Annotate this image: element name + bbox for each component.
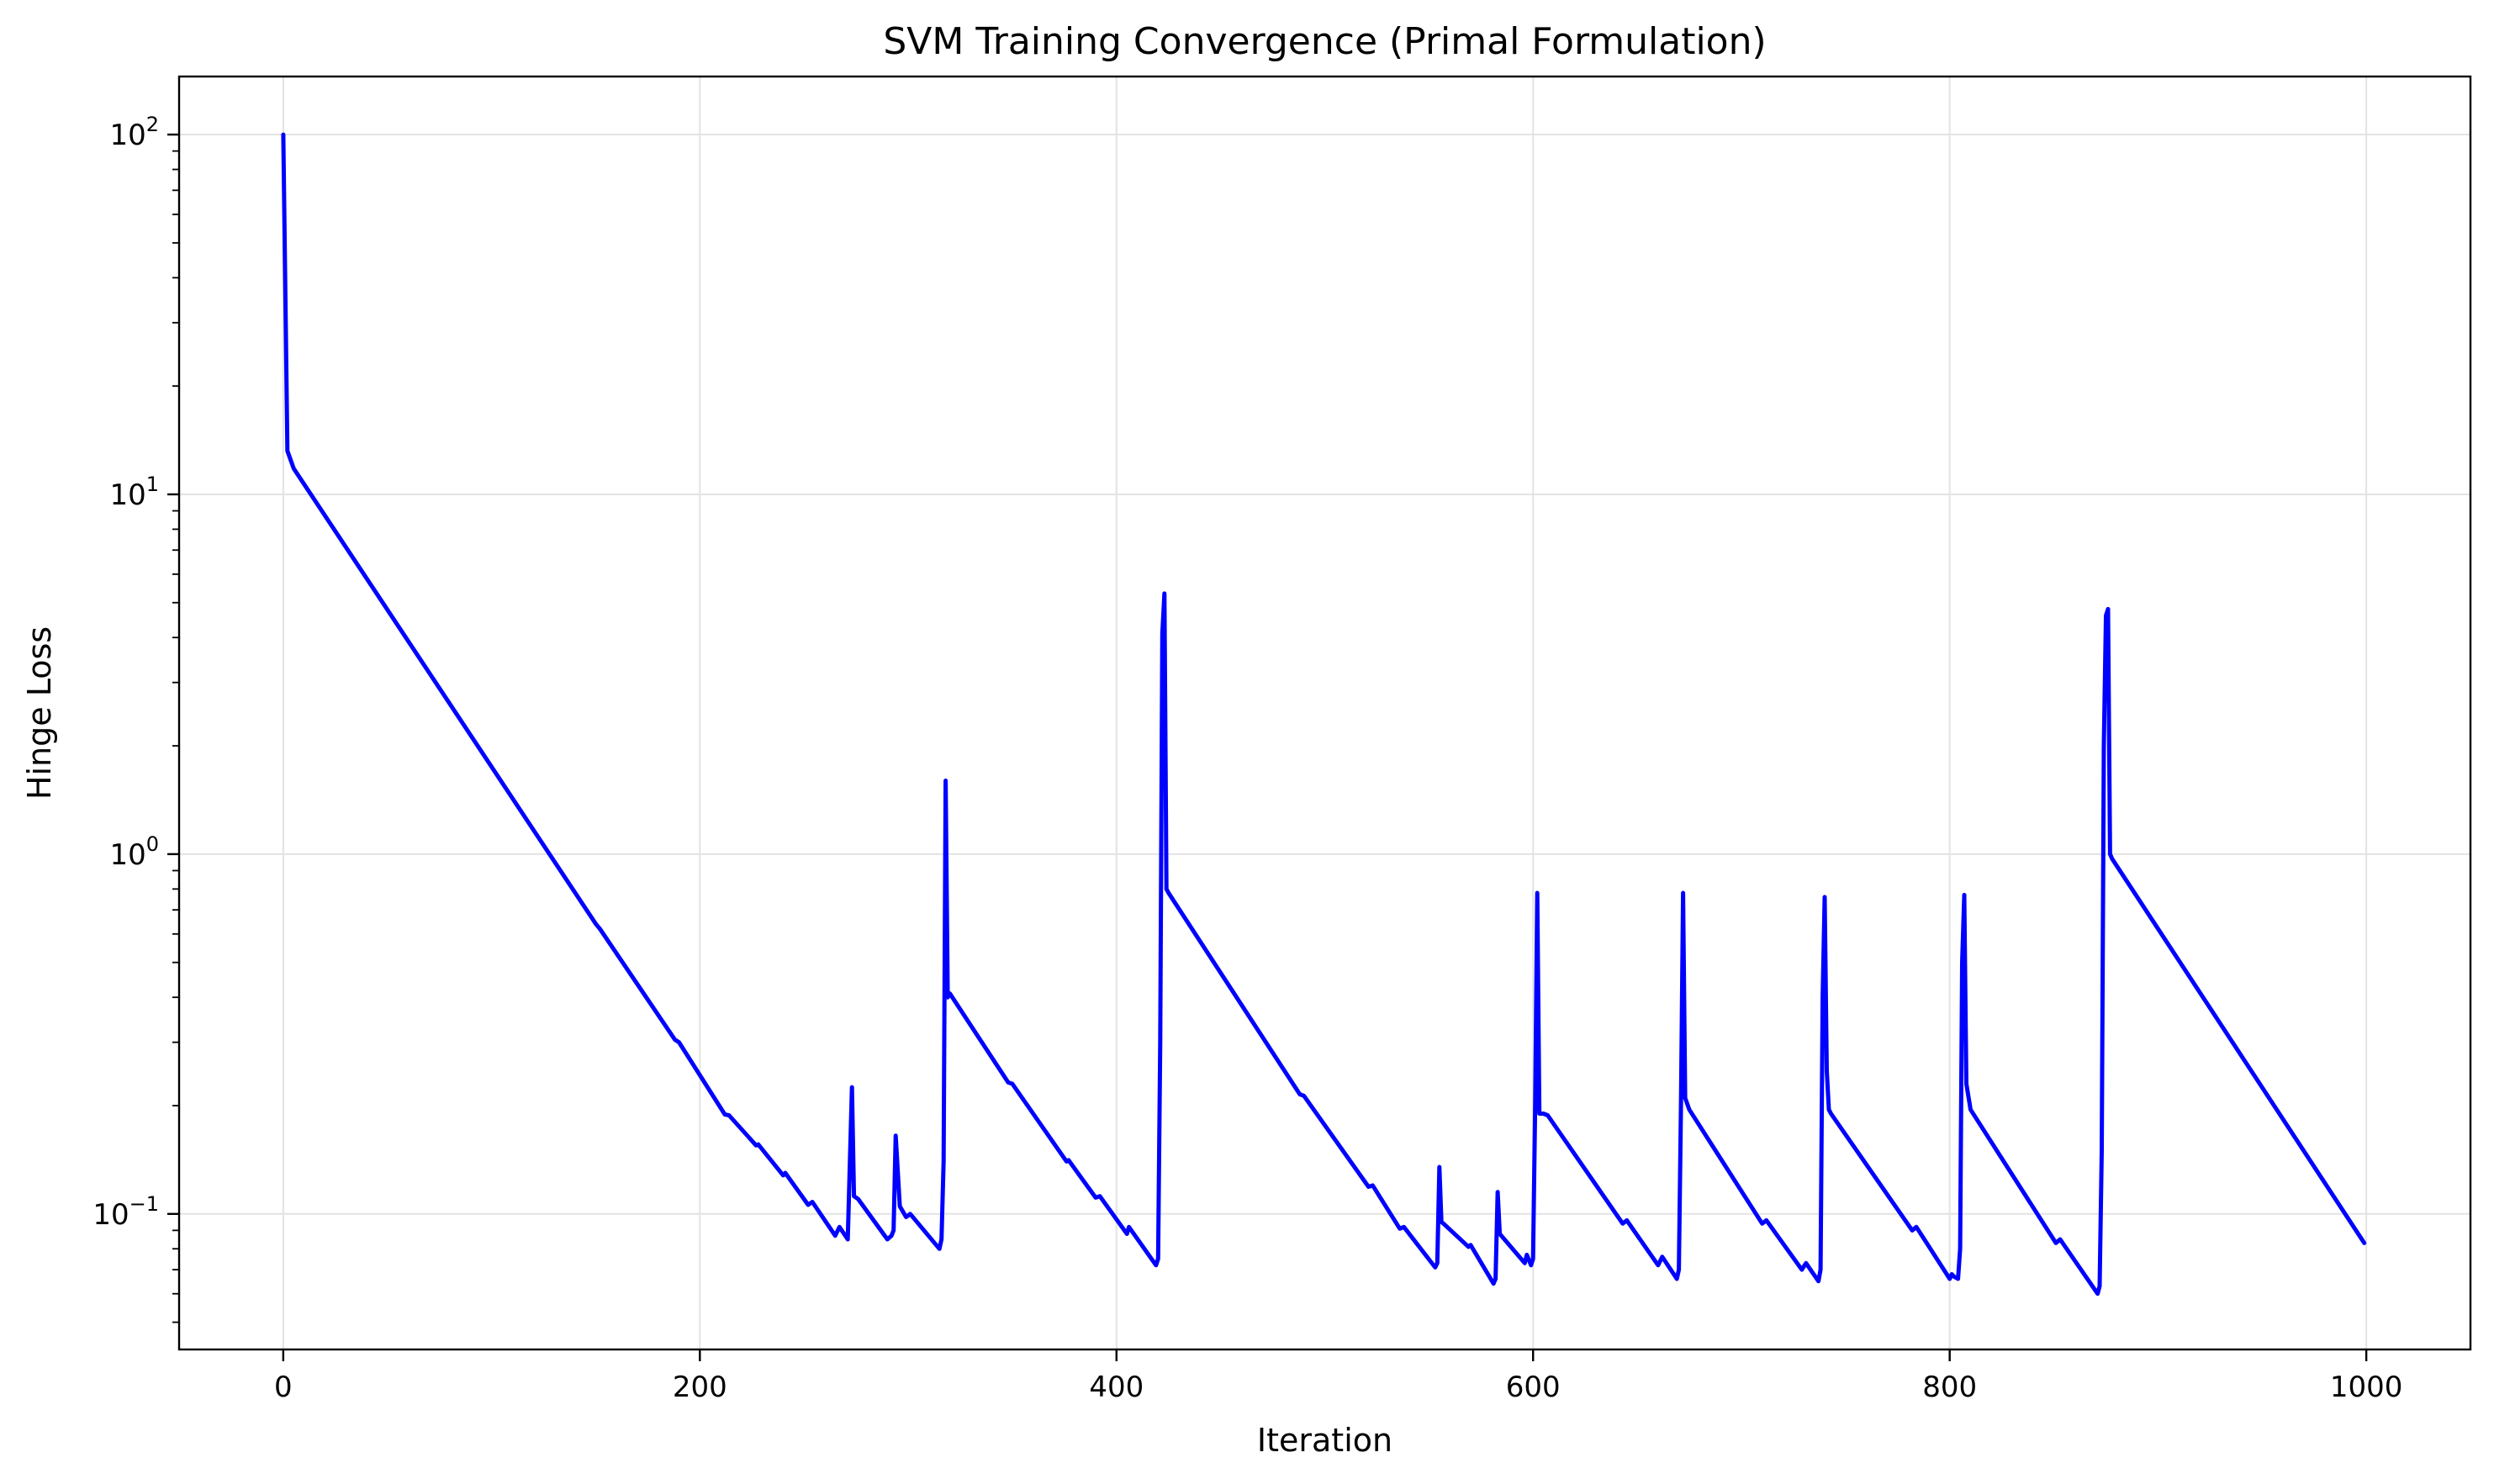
grid xyxy=(179,77,2470,1349)
x-tick-label: 800 xyxy=(1922,1370,1977,1404)
x-tick-label: 600 xyxy=(1506,1370,1561,1404)
y-tick-label: 10−1 xyxy=(92,1192,159,1232)
y-tick-label: 102 xyxy=(109,113,159,152)
chart-title: SVM Training Convergence (Primal Formula… xyxy=(883,20,1766,63)
x-axis-label: Iteration xyxy=(1257,1422,1392,1459)
x-tick-label: 200 xyxy=(673,1370,727,1404)
axis-ticks: 0 200 400 600 800 1000 10−1 100 101 102 xyxy=(92,113,2402,1404)
plot-data xyxy=(281,132,2367,1297)
x-tick-label: 1000 xyxy=(2330,1370,2403,1404)
x-tick-label: 400 xyxy=(1089,1370,1144,1404)
y-tick-label: 101 xyxy=(109,473,159,512)
plot-frame xyxy=(177,75,2472,1351)
series-line-0 xyxy=(281,132,2367,1297)
x-tick-label: 0 xyxy=(274,1370,293,1404)
y-axis-label: Hinge Loss xyxy=(21,626,58,800)
y-tick-label: 100 xyxy=(109,832,159,872)
